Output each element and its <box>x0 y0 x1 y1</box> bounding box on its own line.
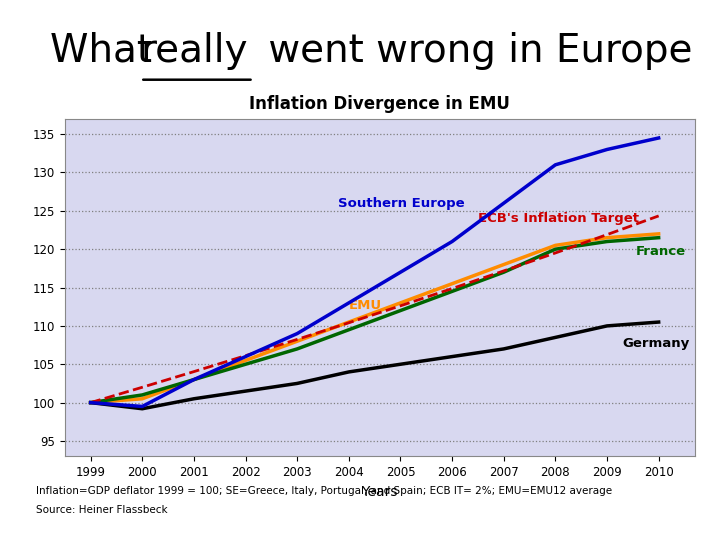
X-axis label: Years: Years <box>361 484 398 498</box>
Text: France: France <box>636 245 685 258</box>
Text: EMU: EMU <box>348 299 382 312</box>
Text: What: What <box>50 31 165 70</box>
Title: Inflation Divergence in EMU: Inflation Divergence in EMU <box>249 95 510 113</box>
Text: Germany: Germany <box>623 336 690 349</box>
Text: Source: Heiner Flassbeck: Source: Heiner Flassbeck <box>36 505 168 515</box>
Text: Inflation=GDP deflator 1999 = 100; SE=Greece, Italy, Portugal, and Spain; ECB IT: Inflation=GDP deflator 1999 = 100; SE=Gr… <box>36 486 612 496</box>
Text: ECB's Inflation Target: ECB's Inflation Target <box>478 212 639 225</box>
Text: went wrong in Europe: went wrong in Europe <box>256 31 692 70</box>
Text: Southern Europe: Southern Europe <box>338 197 465 210</box>
Text: really: really <box>140 31 248 70</box>
